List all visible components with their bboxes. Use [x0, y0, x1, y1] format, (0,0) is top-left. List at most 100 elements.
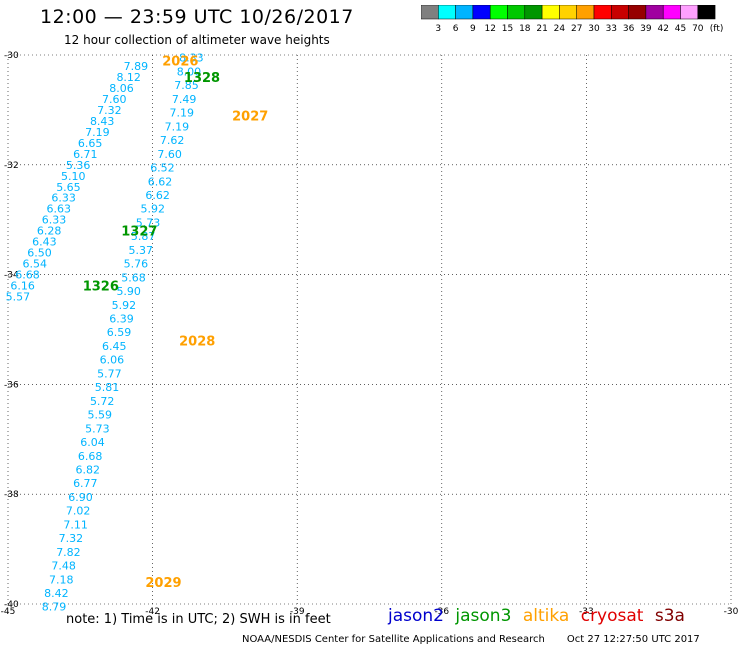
- colorbar-label: 33: [606, 24, 617, 34]
- x-tick-label: -39: [290, 607, 305, 617]
- altika-data-point: 8.42: [44, 587, 69, 600]
- altika-data-point: 7.62: [160, 134, 185, 147]
- y-tick-label: -36: [4, 380, 19, 390]
- colorbar-swatch: [697, 5, 716, 20]
- altika-data-point: 5.37: [129, 244, 154, 257]
- colorbar-label: 24: [554, 24, 566, 34]
- pass-number-label: 2028: [179, 334, 215, 349]
- legend-s3a: s3a: [654, 606, 685, 626]
- colorbar-label: 70: [692, 24, 704, 34]
- altika-data-point: 6.77: [73, 477, 98, 490]
- jason3-data-point: 7.89: [124, 60, 148, 73]
- jason3-data-point: 5.57: [6, 291, 31, 304]
- altika-data-point: 7.02: [66, 505, 91, 518]
- jason3-data-point: 6.33: [42, 214, 67, 227]
- jason3-data-point: 6.65: [78, 137, 103, 150]
- footnote: note: 1) Time is in UTC; 2) SWH is in fe…: [66, 612, 331, 627]
- altika-data-point: 6.45: [102, 340, 127, 353]
- y-tick-label: -38: [4, 490, 19, 500]
- altika-data-point: 5.72: [90, 395, 115, 408]
- jason3-data-point: 5.65: [56, 181, 80, 194]
- altika-data-point: 5.68: [121, 271, 145, 284]
- altika-data-point: 5.76: [124, 258, 148, 271]
- altika-data-point: 5.87: [131, 230, 156, 243]
- altika-data-point: 7.19: [165, 120, 190, 133]
- colorbar-label: 27: [571, 24, 582, 34]
- altika-data-point: 7.48: [51, 560, 76, 573]
- altika-data-point: 7.11: [63, 518, 88, 531]
- altika-data-point: 5.77: [97, 367, 122, 380]
- colorbar-label: 36: [623, 24, 635, 34]
- y-tick-label: -30: [4, 51, 19, 61]
- pass-number-label: 1326: [83, 280, 119, 295]
- altika-data-point: 7.60: [157, 148, 182, 161]
- altika-data-point: 6.90: [68, 491, 93, 504]
- colorbar-label: 39: [640, 24, 652, 34]
- altika-data-point: 5.92: [141, 203, 166, 216]
- jason3-data-point: 8.43: [90, 115, 115, 128]
- jason3-data-point: 6.43: [32, 236, 57, 249]
- colorbar-label: 15: [502, 24, 513, 34]
- legend-jason2: jason2: [388, 606, 444, 626]
- y-tick-label: -40: [4, 600, 19, 610]
- altika-data-point: 8.00: [177, 65, 202, 78]
- jason3-data-point: 6.16: [10, 280, 35, 293]
- jason3-data-point: 8.12: [116, 71, 141, 84]
- altika-data-point: 6.82: [75, 463, 100, 476]
- jason3-data-point: 6.33: [51, 192, 76, 205]
- altika-data-point: 6.68: [78, 450, 103, 463]
- altika-data-point: 6.04: [80, 436, 105, 449]
- altika-data-point: 7.85: [174, 79, 199, 92]
- page-subtitle: 12 hour collection of altimeter wave hei…: [64, 33, 330, 47]
- x-tick-label: -36: [434, 607, 449, 617]
- altika-data-point: 7.18: [49, 573, 74, 586]
- credit-org: NOAA/NESDIS Center for Satellite Applica…: [242, 634, 545, 645]
- colorbar-label: 42: [657, 24, 668, 34]
- jason3-data-point: 7.19: [85, 126, 110, 139]
- altika-data-point: 5.81: [95, 381, 120, 394]
- altika-data-point: 5.92: [112, 299, 137, 312]
- satellite-legend: jason2 jason3 altika cryosat s3a: [388, 606, 691, 626]
- jason3-data-point: 5.10: [61, 170, 86, 183]
- jason3-data-point: 7.60: [102, 93, 127, 106]
- legend-altika: altika: [522, 606, 570, 626]
- altika-data-point: 5.73: [85, 422, 110, 435]
- jason3-data-point: 5.36: [66, 159, 91, 172]
- colorbar-unit: (ft): [710, 24, 724, 34]
- colorbar-label: 45: [675, 24, 686, 34]
- x-tick-label: -30: [724, 607, 739, 617]
- x-tick-label: -45: [1, 607, 16, 617]
- altika-data-point: 8.79: [42, 601, 67, 614]
- pass-number-label: 1328: [184, 71, 220, 86]
- altika-data-point: 6.06: [100, 354, 125, 367]
- altika-data-point: 8.33: [179, 52, 204, 65]
- pass-number-label: 2027: [232, 109, 268, 124]
- altika-data-point: 7.49: [172, 93, 197, 106]
- altika-data-point: 5.73: [136, 216, 161, 229]
- altika-data-point: 6.39: [109, 313, 134, 326]
- colorbar-label: 9: [470, 24, 476, 34]
- altika-data-point: 6.62: [145, 189, 170, 202]
- credit-timestamp: Oct 27 12:27:50 UTC 2017: [566, 634, 700, 645]
- pass-number-label: 2029: [145, 576, 181, 591]
- x-tick-label: -33: [579, 607, 594, 617]
- colorbar-label: 12: [484, 24, 495, 34]
- jason3-data-point: 6.68: [15, 269, 40, 282]
- jason3-data-point: 6.63: [47, 203, 71, 216]
- altika-data-point: 7.82: [56, 546, 80, 559]
- legend-jason3: jason3: [455, 606, 512, 626]
- colorbar-label: 6: [453, 24, 459, 34]
- y-tick-label: -32: [4, 161, 19, 171]
- pass-number-label: 1327: [121, 225, 157, 240]
- legend-cryosat: cryosat: [580, 606, 644, 626]
- colorbar-label: 3: [435, 24, 441, 34]
- altika-data-point: 5.90: [116, 285, 141, 298]
- x-tick-label: -42: [145, 607, 160, 617]
- jason3-data-point: 7.32: [97, 104, 122, 117]
- altika-data-point: 6.52: [150, 162, 175, 175]
- y-tick-label: -34: [4, 271, 19, 281]
- page-title: 12:00 — 23:59 UTC 10/26/2017: [40, 6, 354, 28]
- altika-data-point: 5.59: [88, 409, 113, 422]
- jason3-data-point: 6.71: [73, 148, 98, 161]
